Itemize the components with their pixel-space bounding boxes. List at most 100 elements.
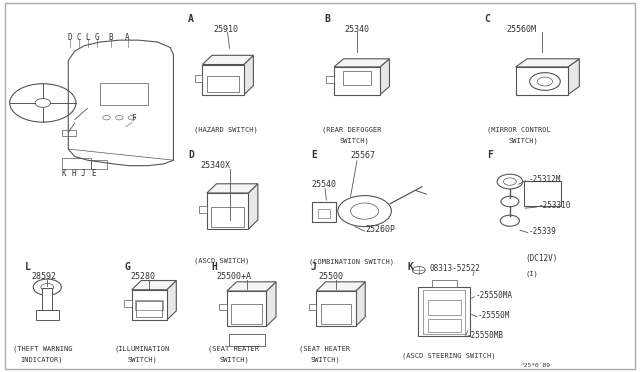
Text: SWITCH): SWITCH)	[220, 356, 250, 363]
Text: D: D	[188, 150, 194, 160]
Text: ^25*0`89: ^25*0`89	[521, 363, 551, 368]
Bar	[232, 304, 262, 324]
Text: (ASCD STEERING SWITCH): (ASCD STEERING SWITCH)	[401, 353, 495, 359]
Text: H: H	[71, 169, 76, 177]
Circle shape	[33, 279, 61, 295]
Bar	[343, 71, 371, 85]
Text: (HAZARD SWITCH): (HAZARD SWITCH)	[194, 126, 257, 133]
Polygon shape	[266, 282, 276, 326]
Text: K: K	[408, 262, 414, 272]
Polygon shape	[568, 59, 579, 94]
Bar	[199, 206, 207, 213]
Text: 25260P: 25260P	[366, 225, 396, 234]
Text: 25340: 25340	[344, 25, 369, 33]
Bar	[211, 207, 244, 227]
Text: 28592: 28592	[31, 272, 56, 281]
Text: J: J	[310, 262, 316, 272]
Text: L: L	[86, 33, 90, 42]
Bar	[62, 129, 76, 136]
Text: G: G	[124, 262, 131, 272]
Text: B: B	[324, 14, 330, 24]
Text: -25550M: -25550M	[478, 311, 511, 320]
Text: 25340X: 25340X	[200, 161, 230, 170]
Polygon shape	[207, 184, 258, 193]
Bar	[321, 304, 351, 324]
Polygon shape	[334, 59, 390, 67]
Bar	[516, 67, 568, 94]
Bar	[316, 291, 356, 326]
Bar	[524, 181, 561, 206]
Text: (SEAT HEATER: (SEAT HEATER	[299, 345, 350, 352]
Text: SWITCH): SWITCH)	[127, 356, 157, 363]
Text: (ILLUMINATION: (ILLUMINATION	[115, 345, 170, 352]
Circle shape	[338, 196, 392, 227]
Text: J: J	[81, 169, 85, 177]
Bar	[42, 288, 52, 310]
Text: (REAR DEFOGGER: (REAR DEFOGGER	[322, 126, 381, 133]
Bar	[207, 76, 239, 92]
Bar	[326, 76, 334, 83]
Text: 25910: 25910	[213, 25, 238, 33]
Text: -25339: -25339	[529, 227, 557, 236]
Text: E: E	[312, 150, 317, 160]
Text: D: D	[68, 33, 72, 42]
Bar	[135, 300, 163, 310]
Bar	[318, 209, 330, 218]
Text: F: F	[488, 150, 493, 160]
Bar	[220, 304, 227, 310]
Text: C: C	[77, 33, 81, 42]
Bar	[312, 202, 336, 222]
Text: SWITCH): SWITCH)	[509, 138, 538, 144]
Circle shape	[497, 174, 523, 189]
Text: K: K	[61, 169, 66, 177]
Bar	[308, 304, 316, 310]
Text: 25500+A: 25500+A	[217, 272, 252, 281]
Bar	[418, 286, 470, 336]
Bar	[136, 301, 163, 317]
Bar	[423, 289, 465, 334]
Text: F: F	[132, 114, 136, 124]
Text: (I): (I)	[525, 270, 538, 277]
Polygon shape	[316, 282, 365, 291]
Text: 08313-52522: 08313-52522	[429, 264, 481, 273]
Text: (MIRROR CONTROL: (MIRROR CONTROL	[487, 126, 550, 133]
Bar	[91, 160, 106, 169]
Polygon shape	[248, 184, 258, 229]
Bar	[428, 301, 461, 315]
Bar	[36, 310, 59, 320]
Bar	[124, 300, 132, 307]
Text: A: A	[125, 33, 130, 42]
Bar	[62, 158, 91, 169]
Text: -25550MB: -25550MB	[467, 331, 504, 340]
Text: H: H	[212, 262, 218, 272]
Text: INDICATOR): INDICATOR)	[20, 356, 63, 363]
Bar	[334, 67, 380, 94]
Text: A: A	[188, 14, 193, 24]
Polygon shape	[167, 280, 176, 320]
Text: L: L	[25, 262, 31, 272]
Text: C: C	[484, 14, 490, 24]
Text: (SEAT HEATER: (SEAT HEATER	[209, 345, 259, 352]
Polygon shape	[132, 280, 176, 290]
Bar	[229, 334, 264, 346]
Circle shape	[412, 266, 425, 274]
Text: 25540: 25540	[312, 180, 337, 189]
Text: 25567: 25567	[351, 151, 376, 160]
Polygon shape	[516, 59, 579, 67]
Bar	[100, 83, 148, 105]
Text: (COMBINATION SWITCH): (COMBINATION SWITCH)	[308, 259, 394, 265]
Text: (THEFT WARNING: (THEFT WARNING	[13, 345, 72, 352]
Polygon shape	[244, 55, 253, 95]
Bar	[195, 75, 202, 81]
Text: E: E	[92, 169, 96, 177]
Text: 25280: 25280	[131, 272, 156, 281]
Text: -25550MA: -25550MA	[476, 291, 513, 299]
Circle shape	[530, 73, 560, 90]
Bar	[132, 290, 167, 320]
Text: -25312M: -25312M	[529, 174, 561, 183]
Polygon shape	[356, 282, 365, 326]
Bar	[202, 64, 244, 95]
Text: B: B	[109, 33, 113, 42]
Text: SWITCH): SWITCH)	[339, 138, 369, 144]
Text: (DC12V): (DC12V)	[526, 254, 558, 263]
